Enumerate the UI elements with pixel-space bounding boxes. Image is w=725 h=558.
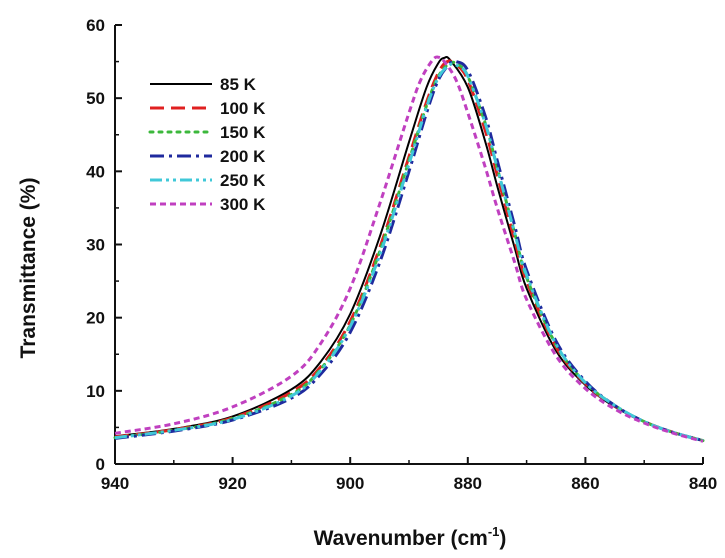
x-tick-label: 900 bbox=[336, 474, 364, 493]
y-tick-label: 50 bbox=[86, 89, 105, 108]
y-tick-label: 10 bbox=[86, 382, 105, 401]
legend-label: 250 K bbox=[220, 171, 266, 190]
legend-label: 85 K bbox=[220, 75, 257, 94]
series-line-85-k bbox=[114, 55, 704, 442]
x-axis-label: Wavenumber (cm-1) bbox=[314, 524, 507, 550]
legend-label: 300 K bbox=[220, 195, 266, 214]
x-axis-label-main: Wavenumber (cm bbox=[314, 527, 488, 550]
legend-label: 150 K bbox=[220, 123, 266, 142]
y-tick-label: 40 bbox=[86, 162, 105, 181]
y-tick-label: 30 bbox=[86, 236, 105, 255]
plot-area bbox=[115, 25, 703, 464]
y-axis-label: Transmittance (%) bbox=[17, 178, 40, 359]
x-tick-label: 840 bbox=[689, 474, 717, 493]
x-axis-label-close: ) bbox=[499, 527, 506, 550]
series-line-100-k bbox=[114, 59, 704, 443]
series-layer bbox=[113, 55, 705, 443]
legend-label: 200 K bbox=[220, 147, 266, 166]
legend-label: 100 K bbox=[220, 99, 266, 118]
x-tick-label: 860 bbox=[571, 474, 599, 493]
series-line-150-k bbox=[113, 60, 705, 443]
series-line-200-k bbox=[114, 59, 704, 443]
plot-background bbox=[115, 25, 703, 464]
x-tick-label: 880 bbox=[454, 474, 482, 493]
x-tick-label: 920 bbox=[218, 474, 246, 493]
y-axis: 0 10 20 30 40 50 60 bbox=[86, 16, 122, 474]
series-line-300-k bbox=[114, 55, 704, 443]
series-line-250-k bbox=[114, 62, 704, 443]
y-tick-label: 60 bbox=[86, 16, 105, 35]
legend: 85 K 100 K 150 K 200 K 250 K 300 K bbox=[148, 75, 266, 214]
y-tick-label: 20 bbox=[86, 309, 105, 328]
y-tick-label: 0 bbox=[96, 455, 105, 474]
x-tick-label: 940 bbox=[101, 474, 129, 493]
x-axis-label-superscript: -1 bbox=[488, 524, 500, 539]
x-axis: 940 920 900 880 860 840 bbox=[101, 457, 717, 493]
